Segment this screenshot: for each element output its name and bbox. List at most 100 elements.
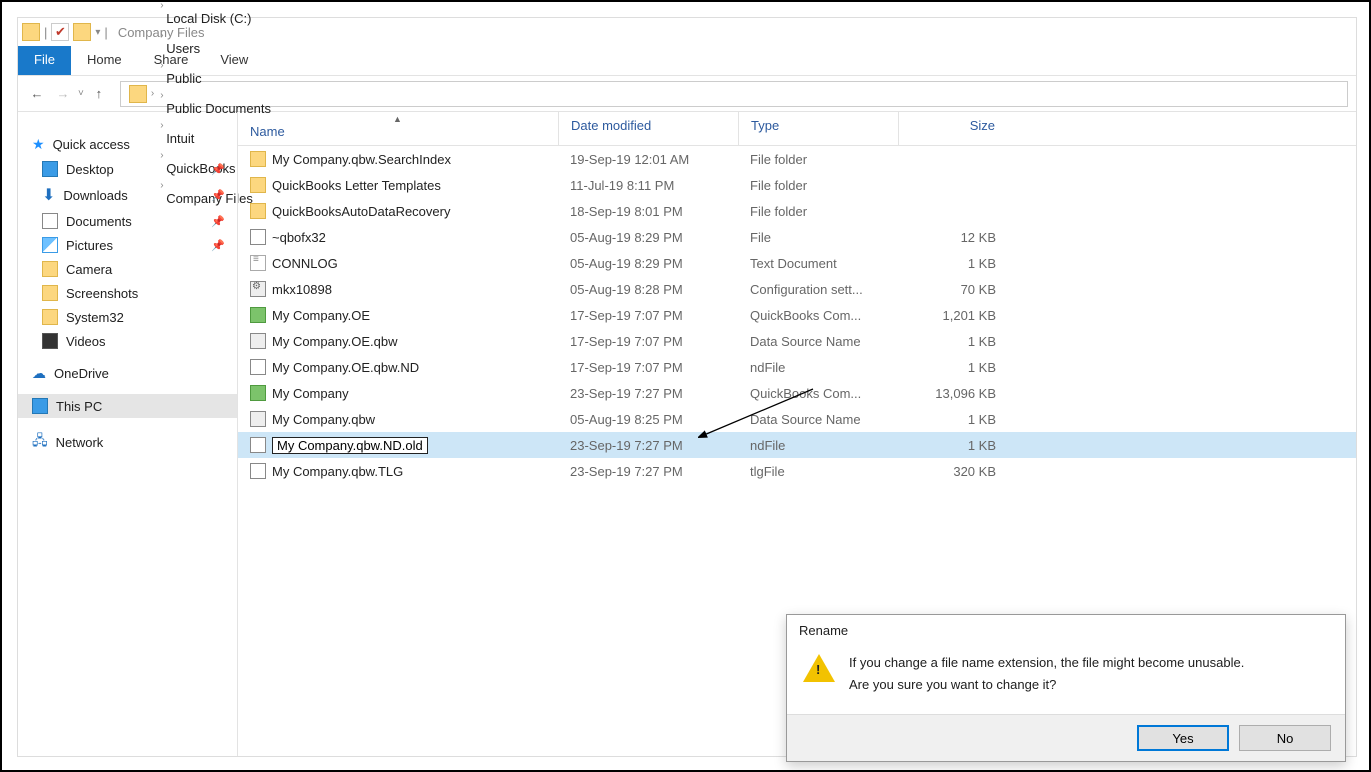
chevron-right-icon[interactable]: ›: [160, 30, 163, 41]
documents-icon: [42, 213, 58, 229]
dialog-buttons: Yes No: [787, 714, 1345, 761]
pictures-icon: [42, 237, 58, 253]
file-date: 19-Sep-19 12:01 AM: [558, 152, 738, 167]
file-row[interactable]: CONNLOG05-Aug-19 8:29 PMText Document1 K…: [238, 250, 1356, 276]
column-type[interactable]: Type: [738, 112, 898, 145]
file-name: My Company: [272, 386, 349, 401]
nav-forward-icon[interactable]: →: [52, 86, 74, 101]
file-row[interactable]: My Company.qbw.ND.old23-Sep-19 7:27 PMnd…: [238, 432, 1356, 458]
file-name: My Company.OE.qbw: [272, 334, 397, 349]
sidebar-item[interactable]: System32: [18, 305, 237, 329]
system32-icon: [42, 309, 58, 325]
cloud-icon: ☁: [32, 365, 46, 382]
sidebar-item[interactable]: Desktop📌: [18, 157, 237, 181]
sidebar-item-label: Camera: [66, 262, 112, 277]
sidebar-item[interactable]: Screenshots: [18, 281, 237, 305]
sidebar-onedrive[interactable]: ☁ OneDrive: [18, 361, 237, 386]
file-name-cell: ~qbofx32: [238, 229, 558, 245]
sidebar-item[interactable]: Documents 📌: [18, 209, 237, 233]
file-name-cell: My Company.qbw.TLG: [238, 463, 558, 479]
file-size: 1 KB: [898, 412, 1008, 427]
sidebar-item[interactable]: Videos: [18, 329, 237, 353]
file-type: Data Source Name: [738, 334, 898, 349]
file-type: File folder: [738, 178, 898, 193]
chevron-right-icon[interactable]: ›: [151, 88, 154, 99]
file-name: My Company.OE.qbw.ND: [272, 360, 419, 375]
yes-button[interactable]: Yes: [1137, 725, 1229, 751]
address-bar[interactable]: › This PC›Local Disk (C:)›Users›Public›P…: [120, 81, 1348, 107]
warning-icon: [803, 654, 835, 682]
breadcrumb-segment[interactable]: Local Disk (C:): [160, 11, 277, 26]
file-name: My Company.qbw: [272, 412, 375, 427]
column-size[interactable]: Size: [898, 112, 1008, 145]
chevron-right-icon[interactable]: ›: [160, 90, 163, 101]
doc-icon: [250, 463, 266, 479]
breadcrumb-segment[interactable]: Users: [160, 41, 277, 56]
pin-icon: 📌: [211, 215, 225, 228]
sidebar-item-label: System32: [66, 310, 124, 325]
explorer-window: | ✔ ▾ | Company Files File Home Share Vi…: [17, 17, 1357, 757]
nav-history-icon[interactable]: ˅: [78, 88, 84, 99]
file-name: mkx10898: [272, 282, 332, 297]
file-name: ~qbofx32: [272, 230, 326, 245]
this-pc-label: This PC: [56, 399, 102, 414]
downloads-icon: ⬇: [42, 185, 55, 205]
file-date: 05-Aug-19 8:28 PM: [558, 282, 738, 297]
breadcrumb-segment[interactable]: Public: [160, 71, 277, 86]
sidebar-item-label: Documents: [66, 214, 132, 229]
sidebar-item[interactable]: Camera: [18, 257, 237, 281]
file-row[interactable]: My Company.qbw.TLG23-Sep-19 7:27 PMtlgFi…: [238, 458, 1356, 484]
file-row[interactable]: ~qbofx3205-Aug-19 8:29 PMFile12 KB: [238, 224, 1356, 250]
nav-up-icon[interactable]: ↑: [88, 86, 110, 101]
file-row[interactable]: My Company.OE.qbw.ND17-Sep-19 7:07 PMndF…: [238, 354, 1356, 380]
file-date: 11-Jul-19 8:11 PM: [558, 178, 738, 193]
rename-input[interactable]: My Company.qbw.ND.old: [272, 437, 428, 454]
sidebar-item[interactable]: ⬇Downloads📌: [18, 181, 237, 209]
file-type: File: [738, 230, 898, 245]
chevron-right-icon[interactable]: ›: [160, 60, 163, 71]
tab-home[interactable]: Home: [71, 46, 138, 75]
doc-icon: [250, 359, 266, 375]
file-type: Text Document: [738, 256, 898, 271]
sidebar-quick-access[interactable]: ★ Quick access: [18, 132, 237, 157]
file-name-cell: My Company.qbw.SearchIndex: [238, 151, 558, 167]
file-date: 17-Sep-19 7:07 PM: [558, 308, 738, 323]
sidebar-network[interactable]: 🖧 Network: [18, 426, 237, 458]
no-button[interactable]: No: [1239, 725, 1331, 751]
file-row[interactable]: QuickBooks Letter Templates11-Jul-19 8:1…: [238, 172, 1356, 198]
file-row[interactable]: My Company.qbw.SearchIndex19-Sep-19 12:0…: [238, 146, 1356, 172]
dialog-line2: Are you sure you want to change it?: [849, 674, 1244, 696]
file-row[interactable]: My Company.OE17-Sep-19 7:07 PMQuickBooks…: [238, 302, 1356, 328]
tab-file[interactable]: File: [18, 46, 71, 75]
file-name-cell: My Company.OE.qbw.ND: [238, 359, 558, 375]
qat-folder-icon[interactable]: [73, 23, 91, 41]
file-row[interactable]: mkx1089805-Aug-19 8:28 PMConfiguration s…: [238, 276, 1356, 302]
column-name[interactable]: ▲ Name: [238, 112, 558, 145]
chevron-right-icon[interactable]: ›: [160, 0, 163, 11]
file-name: QuickBooksAutoDataRecovery: [272, 204, 450, 219]
doc-icon: [250, 229, 266, 245]
column-date[interactable]: Date modified: [558, 112, 738, 145]
qat-check-icon[interactable]: ✔: [51, 23, 69, 41]
file-date: 17-Sep-19 7:07 PM: [558, 360, 738, 375]
file-row[interactable]: My Company.qbw05-Aug-19 8:25 PMData Sour…: [238, 406, 1356, 432]
sidebar-this-pc[interactable]: This PC: [18, 394, 237, 418]
dialog-line1: If you change a file name extension, the…: [849, 652, 1244, 674]
file-name: My Company.qbw.TLG: [272, 464, 403, 479]
sidebar-item[interactable]: Pictures📌: [18, 233, 237, 257]
file-name-cell: My Company.qbw: [238, 411, 558, 427]
file-size: 320 KB: [898, 464, 1008, 479]
qat-dropdown-icon[interactable]: ▾: [95, 27, 100, 38]
file-size: 12 KB: [898, 230, 1008, 245]
file-size: 1 KB: [898, 334, 1008, 349]
file-name: My Company.OE: [272, 308, 370, 323]
file-row[interactable]: My Company.OE.qbw17-Sep-19 7:07 PMData S…: [238, 328, 1356, 354]
sort-asc-icon: ▲: [250, 114, 545, 124]
file-row[interactable]: My Company23-Sep-19 7:27 PMQuickBooks Co…: [238, 380, 1356, 406]
file-row[interactable]: QuickBooksAutoDataRecovery18-Sep-19 8:01…: [238, 198, 1356, 224]
column-headers: ▲ Name Date modified Type Size: [238, 112, 1356, 146]
file-type: ndFile: [738, 438, 898, 453]
nav-back-icon[interactable]: ←: [26, 86, 48, 101]
folder-icon: [250, 177, 266, 193]
network-label: Network: [56, 435, 104, 450]
